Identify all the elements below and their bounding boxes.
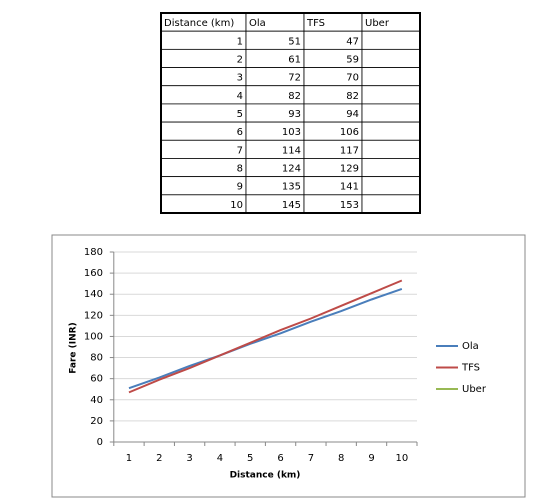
table-cell — [361, 176, 421, 196]
table-cell — [361, 103, 421, 123]
table-cell — [160, 176, 247, 196]
table-header: TFS — [306, 18, 325, 29]
y-tick-label: 40 — [90, 395, 103, 406]
table-cell-text: 8 — [237, 164, 243, 175]
table-cell-text: 1 — [237, 36, 243, 47]
table-cell — [361, 48, 421, 68]
table-cell-text: 6 — [237, 127, 243, 138]
table-cell — [361, 158, 421, 178]
chart-frame — [51, 234, 526, 498]
table-cell-text: 2 — [237, 54, 243, 65]
table-cell-text: 82 — [288, 91, 301, 102]
table-cell — [160, 139, 247, 159]
table-cell — [160, 67, 247, 87]
table-cell-text: 117 — [340, 145, 359, 156]
table-cell-text: 70 — [346, 73, 359, 84]
table-cell — [361, 85, 421, 105]
x-tick-label: 1 — [126, 453, 132, 464]
x-tick-label: 7 — [308, 453, 314, 464]
table-cell-text: 141 — [340, 182, 359, 193]
table-cell — [160, 30, 247, 50]
table-cell-text: 106 — [340, 127, 359, 138]
x-tick-label: 10 — [395, 453, 408, 464]
x-tick-label: 8 — [338, 453, 344, 464]
table-cell-text: 7 — [237, 145, 243, 156]
table-cell — [160, 158, 247, 178]
legend-label: Ola — [462, 341, 479, 352]
table-header: Distance (km) — [164, 18, 234, 29]
table-cell-text: 61 — [288, 54, 301, 65]
table-cell-text: 153 — [340, 200, 359, 211]
table-header: Uber — [365, 18, 390, 29]
table-cell-text: 4 — [237, 91, 243, 102]
x-axis-label: Distance (km) — [230, 471, 301, 481]
table-cell-text: 10 — [230, 200, 243, 211]
x-tick-label: 3 — [186, 453, 192, 464]
table-cell-text: 3 — [237, 73, 243, 84]
table-cell-text: 103 — [282, 127, 301, 138]
table-header: Ola — [249, 18, 266, 29]
x-tick-label: 6 — [277, 453, 283, 464]
table-cell-text: 5 — [237, 109, 243, 120]
series-line — [128, 287, 403, 390]
y-tick-label: 180 — [84, 247, 103, 258]
x-tick-label: 5 — [247, 453, 253, 464]
y-tick-label: 160 — [84, 268, 103, 279]
legend-label: TFS — [461, 363, 480, 374]
table-cell-text: 93 — [288, 109, 301, 120]
table-cell-text: 59 — [346, 54, 359, 65]
legend-label: Uber — [462, 384, 487, 395]
table-cell-text: 129 — [340, 164, 359, 175]
table-cell-text: 145 — [282, 200, 301, 211]
table-cell — [361, 194, 421, 214]
table-cell-text: 82 — [346, 91, 359, 102]
table-cell-text: 135 — [282, 182, 301, 193]
table-cell — [361, 139, 421, 159]
table-cell-text: 124 — [282, 164, 301, 175]
table-cell — [160, 48, 247, 68]
table-cell-text: 114 — [282, 145, 301, 156]
table-cell — [160, 85, 247, 105]
table-cell — [361, 121, 421, 141]
table-cell — [361, 30, 421, 50]
y-axis-label: Fare (INR) — [69, 322, 79, 373]
table-cell-text: 47 — [346, 36, 359, 47]
series-line — [128, 279, 403, 394]
x-tick-label: 2 — [156, 453, 162, 464]
y-tick-label: 140 — [84, 289, 103, 300]
y-tick-label: 120 — [84, 310, 103, 321]
table-cell-text: 94 — [346, 109, 359, 120]
table-cell-text: 72 — [288, 73, 301, 84]
table-cell-text: 9 — [237, 182, 243, 193]
y-tick-label: 100 — [84, 331, 103, 342]
table-cell-text: 51 — [288, 36, 301, 47]
y-tick-label: 80 — [90, 353, 103, 364]
table-cell — [160, 103, 247, 123]
table-cell — [361, 67, 421, 87]
table-cell — [160, 121, 247, 141]
x-tick-label: 4 — [217, 453, 223, 464]
table-border — [160, 12, 421, 214]
x-tick-label: 9 — [368, 453, 374, 464]
y-tick-label: 0 — [97, 437, 103, 448]
y-tick-label: 20 — [90, 416, 103, 427]
y-tick-label: 60 — [90, 374, 103, 385]
